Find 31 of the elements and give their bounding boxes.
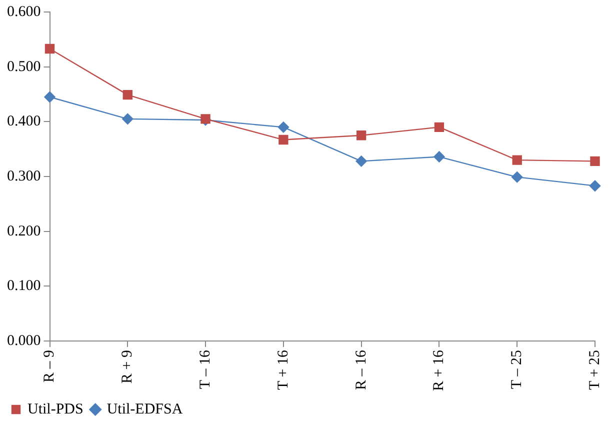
x-tick-label: T + 25 [586, 350, 603, 390]
x-tick-label: T + 16 [275, 350, 292, 390]
y-tick-label: 0.600 [7, 4, 41, 20]
y-tick-label: 0.300 [7, 168, 41, 184]
x-tick-label: T – 16 [197, 350, 214, 389]
point [278, 122, 290, 133]
x-tick-label: R + 16 [431, 350, 448, 392]
y-tick-label: 0.200 [7, 223, 41, 240]
x-tick-label: R – 9 [42, 350, 58, 383]
point [44, 44, 55, 54]
x-tick-label: R – 16 [353, 350, 370, 390]
x-tick-label: T – 25 [509, 350, 526, 389]
point [278, 134, 288, 145]
y-tick-label: 0.400 [7, 114, 41, 130]
point [434, 122, 444, 132]
point [122, 90, 132, 100]
point [356, 156, 367, 167]
point [589, 180, 601, 192]
legend-label: Util-PDS [28, 401, 84, 418]
point [434, 151, 445, 162]
point [512, 171, 523, 183]
y-tick-label: 0.100 [7, 278, 41, 294]
point [44, 91, 56, 103]
point [122, 113, 134, 125]
y-tick-label: 0.500 [7, 58, 41, 75]
point [590, 156, 600, 166]
y-tick-label: 0.000 [7, 332, 41, 349]
point [356, 130, 366, 140]
x-tick-label: R + 9 [120, 350, 136, 384]
point [512, 155, 522, 165]
legend-label: Util-EDFSA [106, 401, 183, 418]
